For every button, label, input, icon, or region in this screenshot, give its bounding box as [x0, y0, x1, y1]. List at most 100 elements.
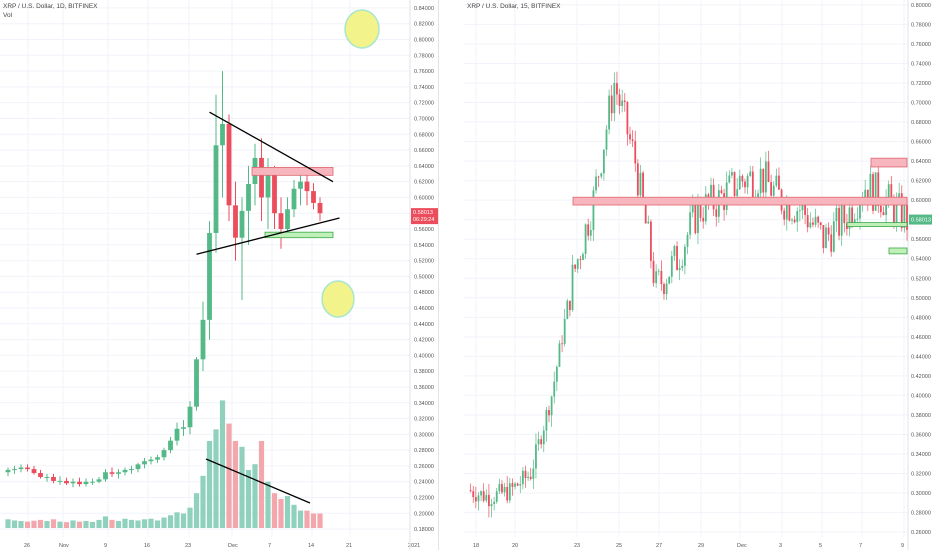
- volume-bar: [206, 441, 213, 528]
- y-tick-label: 0.40000: [911, 393, 931, 399]
- candle-body: [103, 472, 108, 480]
- candle-body: [514, 483, 516, 487]
- volume-bar: [11, 520, 18, 528]
- volume-bar: [284, 496, 291, 528]
- candle-body: [791, 219, 793, 221]
- candle-body: [608, 95, 611, 130]
- y-tick-label: 0.30000: [911, 491, 931, 497]
- y-tick-label: 0.72000: [414, 101, 434, 107]
- y-tick-label: 0.68000: [911, 120, 931, 126]
- volume-bar: [24, 521, 31, 528]
- y-tick-label: 0.74000: [911, 61, 931, 67]
- candle-body: [521, 470, 524, 485]
- candle-body: [663, 284, 665, 295]
- panel-divider[interactable]: [438, 0, 464, 550]
- candle-body: [545, 410, 548, 431]
- y-tick-label: 0.84000: [414, 6, 434, 12]
- volume-bar: [5, 519, 11, 528]
- candle-body: [770, 182, 773, 196]
- x-tick-label: 20: [512, 543, 518, 549]
- x-tick-label: Nov: [59, 543, 69, 549]
- candle-body: [885, 197, 887, 216]
- volume-bar: [291, 504, 297, 528]
- candle-body: [233, 205, 238, 238]
- candle-body: [482, 491, 485, 501]
- candle-body: [866, 189, 869, 203]
- candle-body: [757, 193, 759, 198]
- candle-body: [64, 480, 69, 484]
- candle-body: [759, 168, 762, 194]
- candle-body: [710, 184, 712, 202]
- candle-body: [621, 100, 624, 106]
- candle-body: [665, 283, 668, 295]
- candle-body: [553, 381, 556, 397]
- candle-body: [272, 173, 277, 214]
- candle-body: [472, 491, 475, 498]
- candle-body: [246, 184, 251, 211]
- volume-bar: [167, 515, 174, 528]
- candle-body: [801, 202, 804, 211]
- candle-body: [618, 94, 621, 106]
- y-tick-label: 0.66000: [911, 140, 931, 146]
- candle-body: [853, 219, 856, 224]
- candle-body: [843, 205, 846, 224]
- volume-trend-line: [205, 458, 311, 504]
- support-zone: [846, 222, 908, 227]
- y-tick-label: 0.36000: [414, 385, 434, 391]
- candle-body: [584, 224, 587, 255]
- daily-chart-title: XRP / U.S. Dollar, 1D, BITFINEX: [3, 3, 98, 10]
- countdown-timer: 06:29:24: [413, 217, 434, 223]
- volume-bar: [232, 441, 239, 528]
- candle-body: [548, 410, 550, 416]
- volume-bar: [44, 521, 50, 528]
- y-tick-label: 0.82000: [414, 22, 434, 28]
- candle-body: [613, 83, 616, 114]
- x-tick-label: 14: [308, 543, 314, 549]
- volume-bar: [135, 520, 141, 528]
- candle-body: [495, 491, 498, 502]
- candle-body: [532, 468, 535, 479]
- candle-body: [744, 181, 746, 188]
- candle-body: [298, 181, 303, 189]
- candle-body: [840, 205, 843, 236]
- volume-bar: [252, 464, 258, 528]
- y-tick-label: 0.50000: [414, 274, 434, 280]
- candle-body: [600, 173, 603, 177]
- candle-body: [142, 461, 147, 465]
- candle-body: [806, 215, 809, 228]
- x-tick-label: 25: [616, 543, 622, 549]
- candle-body: [869, 174, 872, 203]
- candle-body: [503, 486, 506, 493]
- y-tick-label: 0.42000: [911, 374, 931, 380]
- candle-body: [555, 366, 558, 382]
- x-tick-label: 7: [859, 543, 862, 549]
- y-tick-label: 0.52000: [911, 276, 931, 282]
- candle-body: [96, 479, 102, 482]
- candle-body: [631, 139, 634, 142]
- candle-body: [44, 476, 50, 478]
- candle-body: [498, 484, 501, 492]
- candle-body: [317, 202, 323, 214]
- daily-chart[interactable]: 0.84000 0.82000 0.80000 0.78000 0.76000 0.740…: [0, 0, 438, 550]
- candle-body: [207, 232, 212, 320]
- intraday-chart[interactable]: 0.80000 0.78000 0.76000 0.74000 0.72000 0.700…: [464, 0, 932, 550]
- candle-body: [265, 173, 271, 198]
- volume-bar: [226, 423, 232, 528]
- candle-body: [788, 201, 791, 221]
- candle-body: [511, 483, 514, 487]
- volume-bar: [278, 499, 284, 528]
- candle-body: [70, 481, 76, 484]
- candle-body: [681, 265, 684, 268]
- candle-body: [879, 205, 882, 213]
- candle-body: [767, 161, 770, 183]
- candle-body: [830, 234, 833, 252]
- daily-chart-panel[interactable]: 0.84000 0.82000 0.80000 0.78000 0.76000 0.740…: [0, 0, 438, 550]
- y-tick-label: 0.46000: [414, 306, 434, 312]
- candle-body: [181, 427, 186, 429]
- candle-body: [715, 209, 718, 217]
- candle-body: [239, 210, 245, 238]
- candle-body: [304, 181, 310, 192]
- intraday-chart-panel[interactable]: 0.80000 0.78000 0.76000 0.74000 0.72000 0.700…: [464, 0, 932, 550]
- candle-body: [838, 207, 840, 236]
- highlight-ellipse: [321, 280, 355, 318]
